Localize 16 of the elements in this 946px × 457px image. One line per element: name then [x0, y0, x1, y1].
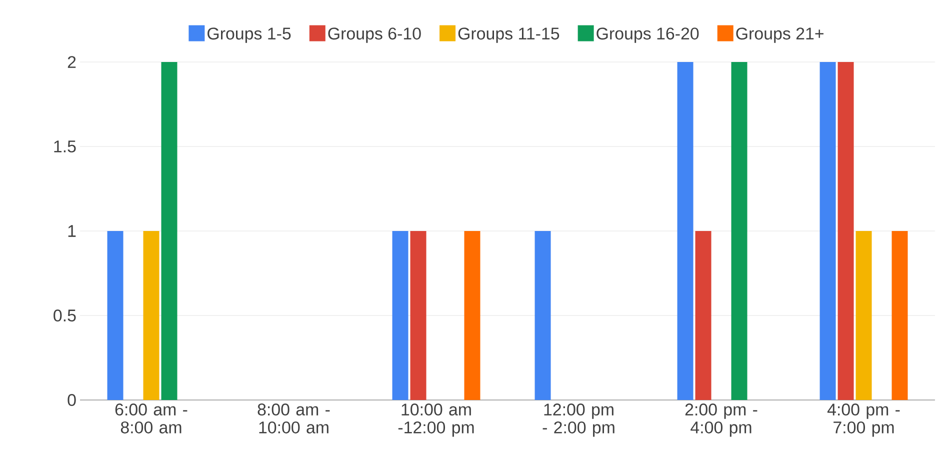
legend-label: Groups 21+: [736, 28, 824, 43]
x-tick-label: 10:00 am -12:00 pm: [398, 404, 474, 437]
x-tick-label: 2:00 pm - 4:00 pm: [685, 404, 758, 437]
x-tick-label: 6:00 am - 8:00 am: [115, 404, 188, 434]
y-tick-label: 2: [68, 56, 76, 68]
legend-label: Groups 16-20: [596, 28, 699, 43]
y-tick-label: 1.5: [54, 140, 76, 152]
legend-label: Groups 1-5: [208, 28, 291, 43]
y-tick-label: 0.5: [54, 310, 76, 322]
y-tick-label: 0: [68, 394, 76, 406]
x-tick-label: 8:00 am - 10:00 am: [258, 404, 330, 434]
x-tick-label: 4:00 pm - 7:00 pm: [827, 404, 900, 437]
y-tick-label: 1: [68, 225, 76, 237]
x-tick-label: 12:00 pm - 2:00 pm: [542, 404, 614, 437]
legend-label: Groups 6-10: [328, 28, 421, 43]
legend-label: Groups 11-15: [458, 28, 560, 43]
